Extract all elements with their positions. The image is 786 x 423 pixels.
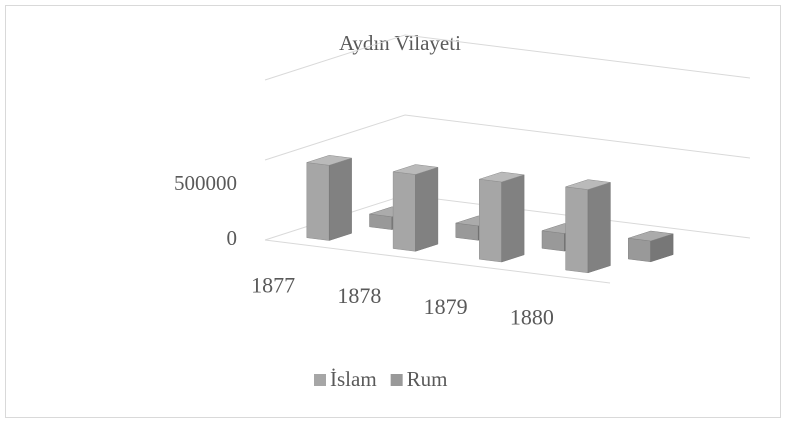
legend-label: İslam	[330, 367, 377, 391]
y-tick-label: 0	[227, 226, 238, 250]
floor-edge	[264, 239, 611, 284]
bar-front	[541, 230, 565, 252]
legend-swatch	[314, 374, 326, 386]
bar-top	[479, 171, 525, 183]
y-tick-label: 500000	[174, 171, 237, 195]
bar-front	[479, 178, 502, 263]
bar-top	[393, 164, 438, 175]
x-tick-label: 1877	[251, 272, 295, 297]
x-tick-label: 1880	[510, 305, 554, 330]
bar-front	[392, 171, 416, 252]
bar-top	[628, 230, 674, 242]
legend-label: Rum	[407, 367, 448, 391]
bar-top	[306, 155, 352, 166]
bar-side	[501, 174, 525, 263]
bar-top	[565, 179, 611, 190]
bar-front	[306, 162, 330, 241]
chart-title: Aydın Vilayeti	[339, 31, 461, 55]
bar-side	[587, 182, 611, 274]
grid-line	[264, 34, 751, 81]
bar-side	[415, 166, 439, 252]
grid-line	[264, 114, 751, 161]
x-tick-label: 1879	[424, 294, 468, 319]
bar-front	[565, 186, 589, 274]
bar-front	[628, 237, 651, 263]
x-tick-label: 1878	[337, 283, 381, 308]
legend-swatch	[390, 374, 403, 386]
bar-side	[328, 157, 352, 241]
